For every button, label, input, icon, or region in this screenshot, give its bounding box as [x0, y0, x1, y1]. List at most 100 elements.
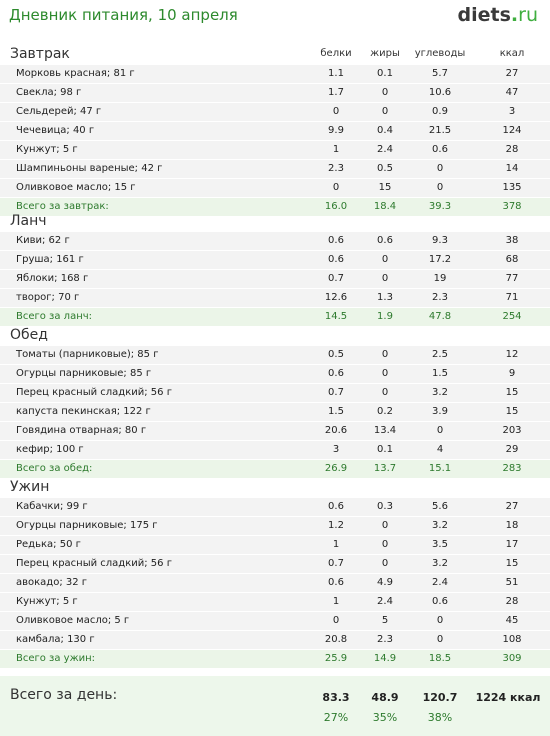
- kcal-value: 51: [505, 577, 519, 588]
- protein-value: 1: [332, 539, 340, 550]
- food-row[interactable]: Морковь красная; 81 г 1.1 0.1 5.7 27: [0, 65, 550, 84]
- total-carbs: 39.3: [428, 201, 452, 212]
- carbs-value: 0: [436, 615, 444, 626]
- fat-value: 2.4: [377, 596, 393, 607]
- food-row[interactable]: Говядина отварная; 80 г 20.6 13.4 0 203: [0, 422, 550, 441]
- food-row[interactable]: камбала; 130 г 20.8 2.3 0 108: [0, 631, 550, 650]
- protein-value: 0.5: [328, 349, 344, 360]
- kcal-value: 38: [505, 235, 519, 246]
- col-header-protein: белки: [320, 48, 352, 59]
- food-row[interactable]: Огурцы парниковые; 85 г 0.6 0 1.5 9: [0, 365, 550, 384]
- food-name: Оливковое масло; 15 г: [16, 182, 136, 193]
- site-logo[interactable]: diets.ru: [458, 4, 538, 26]
- kcal-value: 71: [505, 292, 519, 303]
- food-row[interactable]: творог; 70 г 12.6 1.3 2.3 71: [0, 289, 550, 308]
- fat-value: 1.3: [377, 292, 393, 303]
- protein-value: 0.6: [328, 254, 344, 265]
- food-name: Томаты (парниковые); 85 г: [16, 349, 159, 360]
- kcal-value: 14: [505, 163, 519, 174]
- food-row[interactable]: Оливковое масло; 15 г 0 15 0 135: [0, 179, 550, 198]
- food-name: Говядина отварная; 80 г: [16, 425, 147, 436]
- food-row[interactable]: Редька; 50 г 1 0 3.5 17: [0, 536, 550, 555]
- food-row[interactable]: авокадо; 32 г 0.6 4.9 2.4 51: [0, 574, 550, 593]
- total-kcal: 254: [502, 311, 522, 322]
- food-row[interactable]: Кунжут; 5 г 1 2.4 0.6 28: [0, 593, 550, 612]
- food-row[interactable]: Сельдерей; 47 г 0 0 0.9 3: [0, 103, 550, 122]
- food-row[interactable]: Огурцы парниковые; 175 г 1.2 0 3.2 18: [0, 517, 550, 536]
- col-header-fat: жиры: [370, 48, 400, 59]
- total-carbs: 15.1: [428, 463, 452, 474]
- carbs-value: 0: [436, 163, 444, 174]
- total-fat: 13.7: [373, 463, 397, 474]
- col-header-carbs: углеводы: [414, 48, 466, 59]
- total-protein: 26.9: [324, 463, 348, 474]
- carbs-value: 10.6: [428, 87, 452, 98]
- kcal-value: 29: [505, 444, 519, 455]
- total-fat: 1.9: [377, 311, 393, 322]
- food-row[interactable]: Яблоки; 168 г 0.7 0 19 77: [0, 270, 550, 289]
- kcal-value: 28: [505, 596, 519, 607]
- total-protein: 25.9: [324, 653, 348, 664]
- food-row[interactable]: Кабачки; 99 г 0.6 0.3 5.6 27: [0, 498, 550, 517]
- food-row[interactable]: Груша; 161 г 0.6 0 17.2 68: [0, 251, 550, 270]
- food-name: Огурцы парниковые; 175 г: [16, 520, 158, 531]
- total-carbs: 47.8: [428, 311, 452, 322]
- fat-value: 0: [381, 349, 389, 360]
- meal-section-supper: Ужин Кабачки; 99 г 0.6 0.3 5.6 27 Огурцы парн…: [0, 477, 550, 669]
- section-header: Обед: [0, 325, 550, 346]
- day-total-label: Всего за день:: [10, 687, 118, 703]
- day-total-carbs: 120.7: [422, 691, 458, 704]
- carbs-value: 0: [436, 182, 444, 193]
- food-row[interactable]: Киви; 62 г 0.6 0.6 9.3 38: [0, 232, 550, 251]
- day-total-fat: 48.9: [371, 691, 399, 704]
- food-name: Свекла; 98 г: [16, 87, 82, 98]
- kcal-value: 12: [505, 349, 519, 360]
- food-name: Редька; 50 г: [16, 539, 81, 550]
- kcal-value: 45: [505, 615, 519, 626]
- meal-total-row: Всего за завтрак: 16.0 18.4 39.3 378: [0, 198, 550, 217]
- fat-value: 0.5: [377, 163, 393, 174]
- carbs-value: 1.5: [432, 368, 448, 379]
- protein-value: 0.7: [328, 273, 344, 284]
- protein-value: 1: [332, 596, 340, 607]
- kcal-value: 47: [505, 87, 519, 98]
- carbs-value: 3.2: [432, 520, 448, 531]
- food-name: кефир; 100 г: [16, 444, 84, 455]
- fat-value: 0: [381, 106, 389, 117]
- page-title: Дневник питания, 10 апреля: [9, 6, 238, 24]
- carbs-value: 0: [436, 425, 444, 436]
- food-row[interactable]: Чечевица; 40 г 9.9 0.4 21.5 124: [0, 122, 550, 141]
- kcal-value: 68: [505, 254, 519, 265]
- food-row[interactable]: Перец красный сладкий; 56 г 0.7 0 3.2 15: [0, 555, 550, 574]
- meal-total-label: Всего за ланч:: [16, 311, 93, 322]
- carbs-value: 19: [433, 273, 447, 284]
- kcal-value: 15: [505, 558, 519, 569]
- food-row[interactable]: Оливковое масло; 5 г 0 5 0 45: [0, 612, 550, 631]
- total-kcal: 309: [502, 653, 522, 664]
- kcal-value: 17: [505, 539, 519, 550]
- protein-value: 1.2: [328, 520, 344, 531]
- protein-value: 1.5: [328, 406, 344, 417]
- kcal-value: 28: [505, 144, 519, 155]
- food-row[interactable]: Перец красный сладкий; 56 г 0.7 0 3.2 15: [0, 384, 550, 403]
- protein-value: 1.7: [328, 87, 344, 98]
- protein-value: 0.6: [328, 235, 344, 246]
- food-row[interactable]: Шампиньоны вареные; 42 г 2.3 0.5 0 14: [0, 160, 550, 179]
- food-name: Кабачки; 99 г: [16, 501, 88, 512]
- fat-value: 0.4: [377, 125, 393, 136]
- fat-value: 0.1: [377, 68, 393, 79]
- food-row[interactable]: кефир; 100 г 3 0.1 4 29: [0, 441, 550, 460]
- food-row[interactable]: Кунжут; 5 г 1 2.4 0.6 28: [0, 141, 550, 160]
- meal-total-row: Всего за ужин: 25.9 14.9 18.5 309: [0, 650, 550, 669]
- protein-value: 0.6: [328, 577, 344, 588]
- carbs-value: 0.9: [432, 106, 448, 117]
- food-row[interactable]: капуста пекинская; 122 г 1.5 0.2 3.9 15: [0, 403, 550, 422]
- food-row[interactable]: Свекла; 98 г 1.7 0 10.6 47: [0, 84, 550, 103]
- day-pct-fat: 35%: [372, 711, 398, 724]
- kcal-value: 3: [508, 106, 516, 117]
- meal-total-row: Всего за обед: 26.9 13.7 15.1 283: [0, 460, 550, 479]
- food-row[interactable]: Томаты (парниковые); 85 г 0.5 0 2.5 12: [0, 346, 550, 365]
- food-name: камбала; 130 г: [16, 634, 95, 645]
- col-header-kcal: ккал: [499, 48, 525, 59]
- kcal-value: 27: [505, 501, 519, 512]
